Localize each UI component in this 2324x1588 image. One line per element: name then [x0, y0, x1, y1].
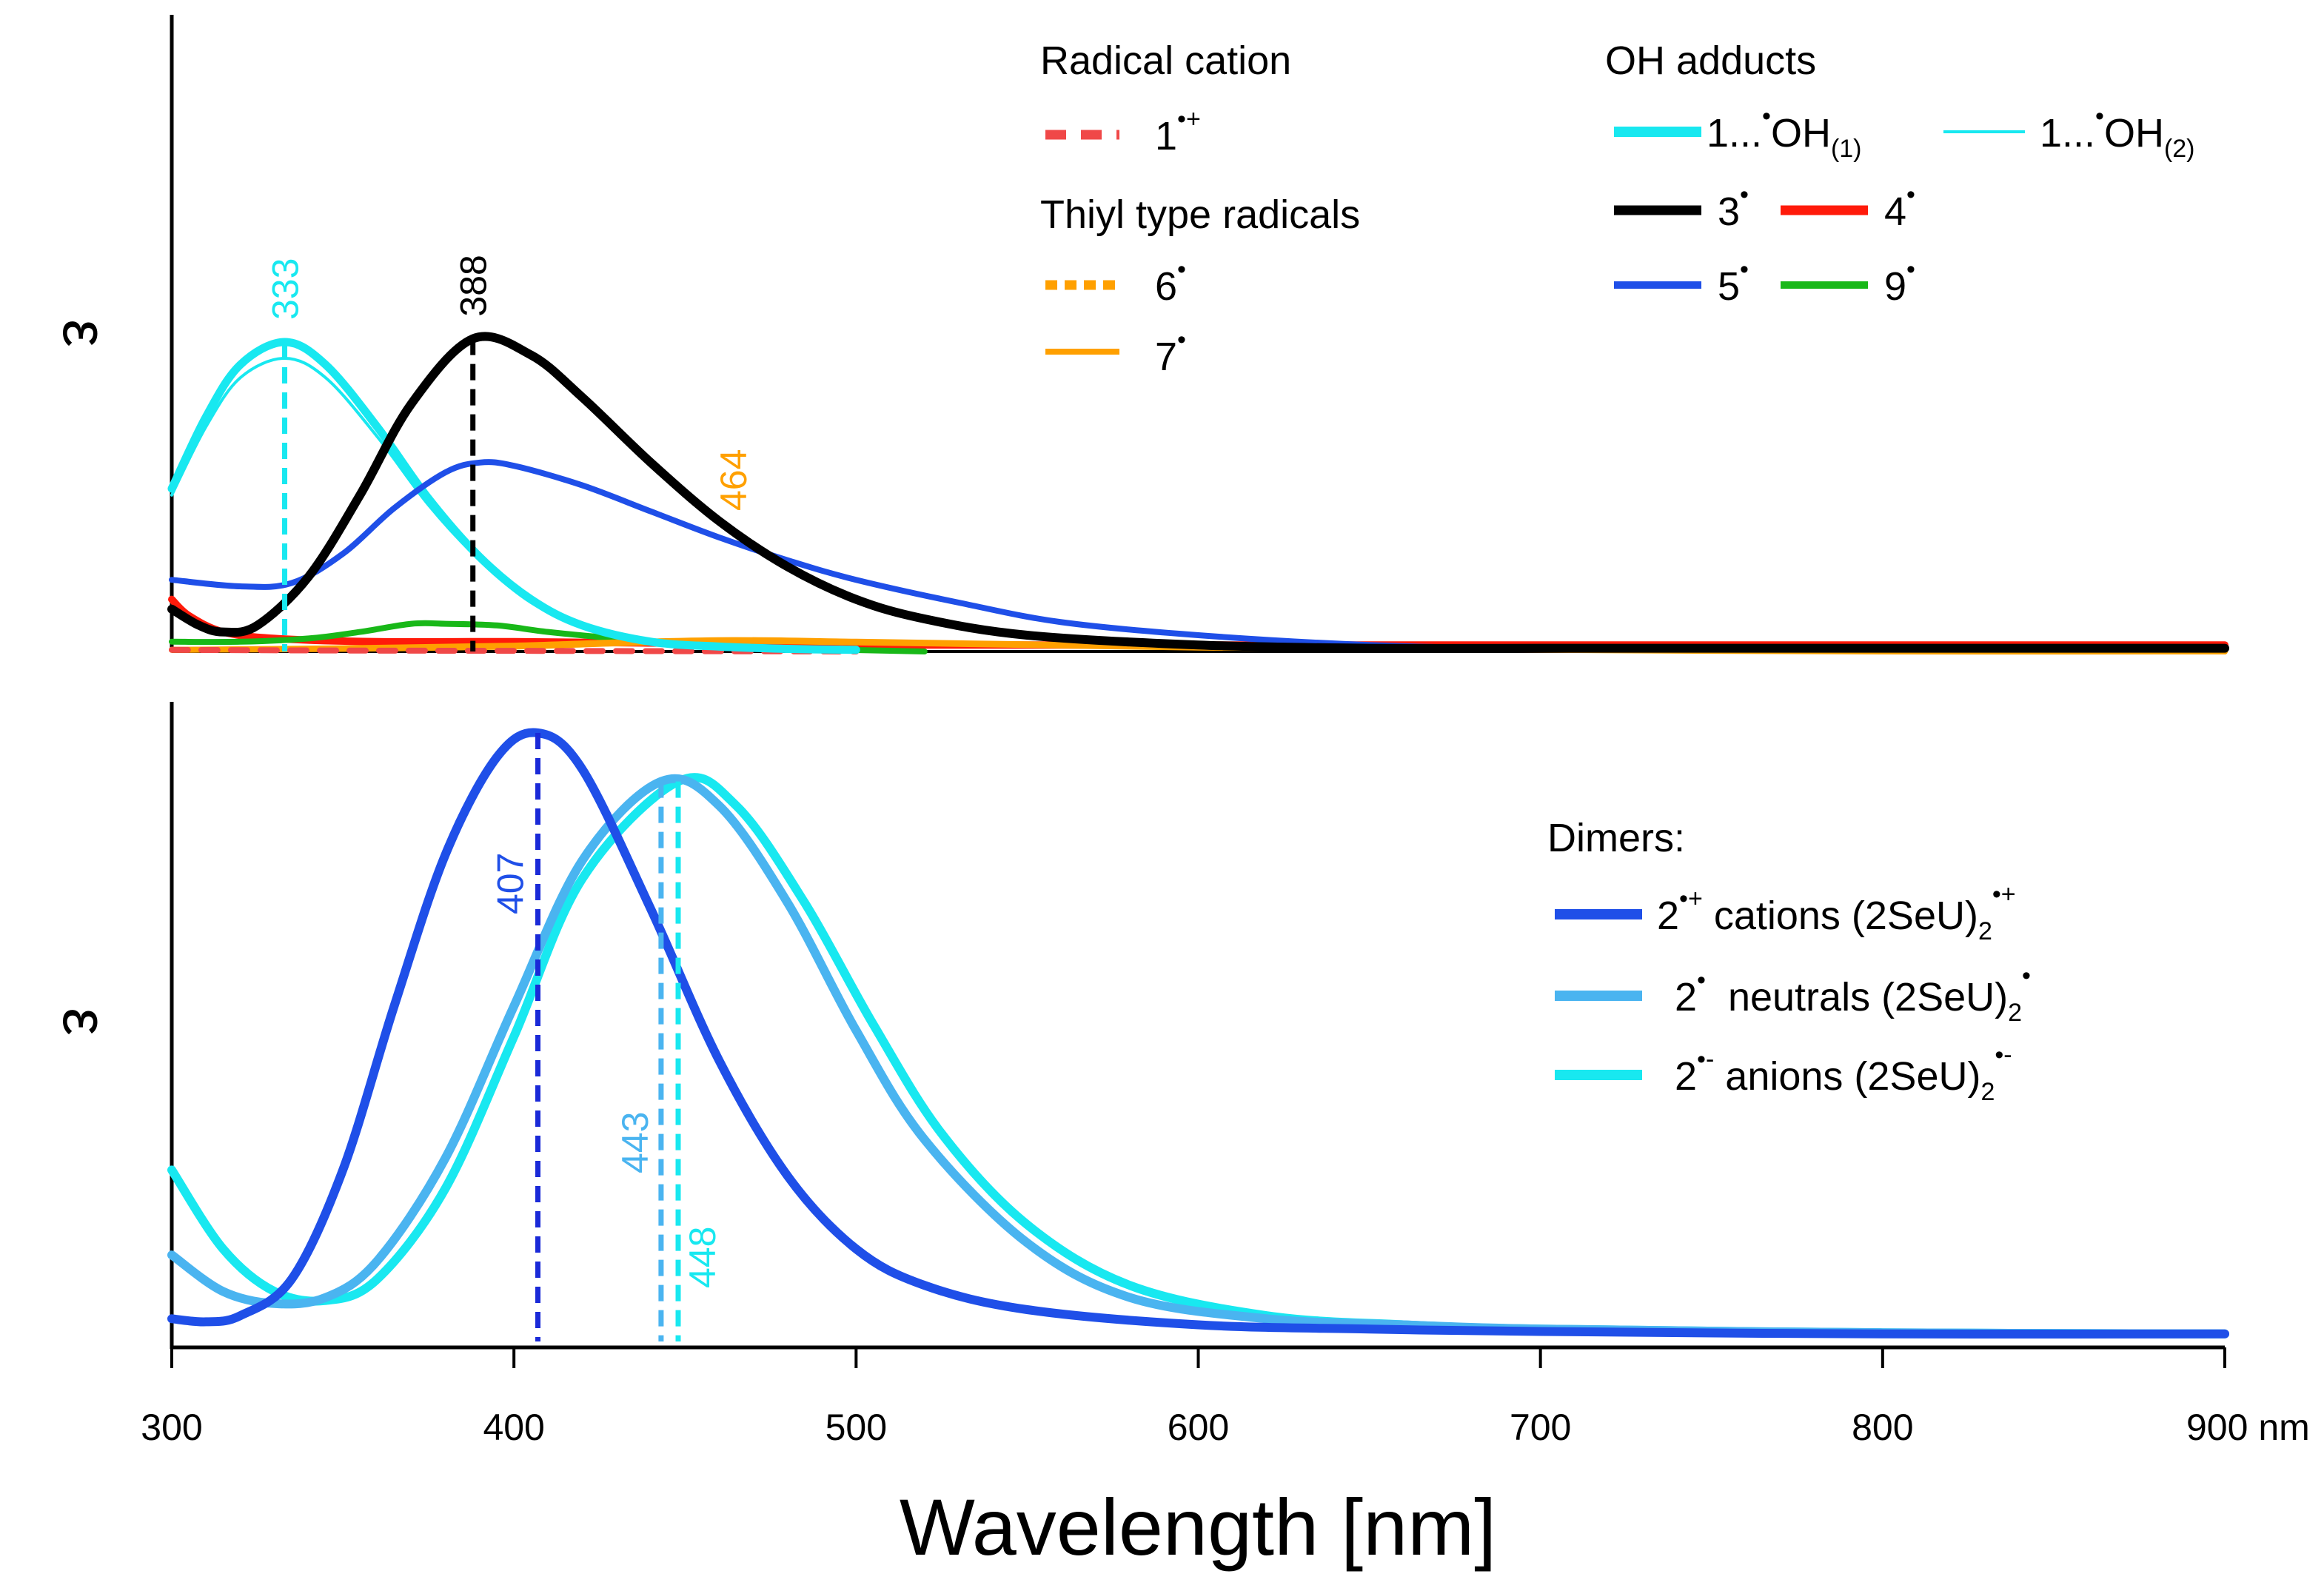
legend-heading-oh-adducts: OH adducts	[1605, 38, 1816, 83]
bottom-legend: Dimers: 2•+ cations (2SeU)2•+ 2• neutral…	[1547, 816, 2031, 1106]
peak-label-388: 388	[453, 255, 495, 316]
x-tick-label-800: 800	[1852, 1407, 1913, 1448]
legend-label-neutrals: 2• neutrals (2SeU)2•	[1675, 962, 2031, 1027]
peak-label-464: 464	[713, 449, 754, 511]
legend-label-7: 7•	[1155, 326, 1186, 379]
peak-label-407: 407	[490, 853, 532, 914]
x-axis-title: Wavelength [nm]	[900, 1482, 1496, 1572]
x-tick-group: 300 400 500 600 700 800 900 nm	[141, 1347, 2310, 1448]
legend-label-5: 5•	[1718, 255, 1749, 309]
top-legend: Radical cation 1•+ Thiyl type radicals 6…	[1040, 38, 2195, 379]
peak-label-443: 443	[615, 1112, 656, 1173]
x-tick-label-900: 900 nm	[2186, 1407, 2310, 1448]
bottom-series-group	[167, 728, 2229, 1339]
x-tick-label-400: 400	[483, 1407, 544, 1448]
legend-label-1-cation: 1•+	[1155, 105, 1201, 158]
peak-label-448: 448	[682, 1227, 723, 1288]
x-tick-label-500: 500	[826, 1407, 887, 1448]
peak-lines-group: 333 388 464 407 443 448	[265, 255, 754, 1341]
legend-heading-thiyl: Thiyl type radicals	[1040, 192, 1360, 237]
legend-heading-dimers: Dimers:	[1547, 816, 1685, 860]
legend-label-oh1: 1...•OH(1)	[1707, 102, 1862, 163]
x-tick-label-300: 300	[141, 1407, 202, 1448]
legend-label-oh2: 1...•OH(2)	[2040, 102, 2195, 163]
series-3-	[167, 332, 2229, 653]
legend-heading-radical-cation: Radical cation	[1040, 38, 1291, 83]
legend-label-6: 6•	[1155, 255, 1186, 309]
legend-label-9: 9•	[1884, 255, 1915, 309]
bottom-y-label: ε	[50, 1008, 120, 1035]
legend-label-anions: 2•- anions (2SeU)2•-	[1675, 1041, 2012, 1106]
x-tick-label-600: 600	[1168, 1407, 1229, 1448]
top-y-label: ε	[50, 319, 120, 346]
peak-label-333: 333	[265, 258, 307, 320]
x-tick-label-700: 700	[1510, 1407, 1571, 1448]
legend-label-4: 4•	[1884, 181, 1915, 234]
top-series-group	[167, 332, 2229, 655]
legend-label-cations: 2•+ cations (2SeU)2•+	[1657, 880, 2016, 945]
legend-label-3: 3•	[1718, 181, 1749, 234]
series-2-cations-2seu-2-	[167, 728, 2229, 1339]
series-1-oh-1-	[167, 338, 860, 654]
